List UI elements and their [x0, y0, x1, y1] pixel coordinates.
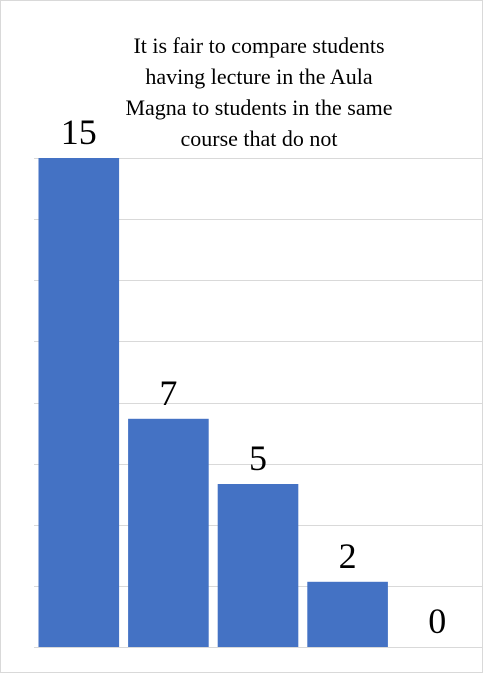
chart-title-line: It is fair to compare students	[133, 33, 384, 58]
chart-title: It is fair to compare students having lec…	[125, 33, 392, 151]
data-labels: 15 7 5 2 0	[61, 112, 446, 641]
data-label: 7	[159, 373, 177, 413]
chart-title-line: Magna to students in the same	[125, 95, 392, 120]
bar	[217, 484, 299, 647]
data-label: 5	[249, 438, 267, 478]
data-label: 15	[61, 112, 97, 152]
data-label: 2	[339, 536, 357, 576]
bar	[38, 158, 120, 647]
chart-title-line: having lecture in the Aula	[145, 64, 372, 89]
bar	[307, 581, 388, 647]
chart-title-line: course that do not	[180, 126, 337, 151]
bars	[38, 158, 388, 647]
bar	[128, 418, 209, 647]
data-label: 0	[428, 601, 446, 641]
